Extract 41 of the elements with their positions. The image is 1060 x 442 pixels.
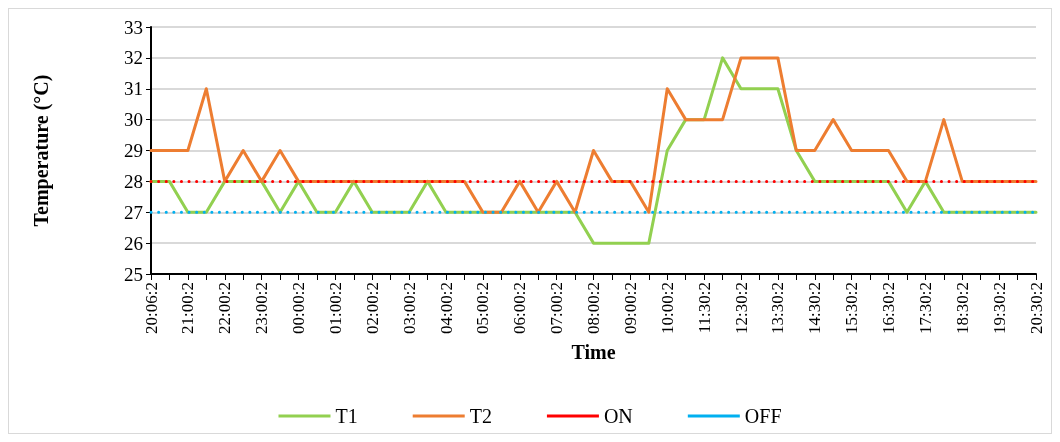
x-tick-label: 13:30:2 (768, 282, 788, 334)
y-tick-label: 28 (124, 170, 143, 192)
y-tick-label: 32 (124, 47, 143, 69)
legend-label: OFF (744, 405, 782, 427)
x-tick-label: 20:06:2 (141, 282, 161, 334)
legend-label: T1 (335, 405, 358, 427)
line-series (149, 56, 1038, 214)
x-tick-label: 23:00:2 (252, 282, 272, 334)
x-tick-label: 11:30:2 (694, 282, 714, 334)
x-tick-label: 22:00:2 (215, 282, 235, 334)
y-tick-label: 33 (124, 16, 143, 38)
x-tick-label: 12:30:2 (731, 282, 751, 334)
y-tick-label: 29 (124, 140, 143, 161)
x-tick-label: 09:00:2 (620, 282, 640, 334)
y-axis-title: Temperature (°C) (30, 74, 53, 227)
y-tick-label: 30 (124, 109, 143, 131)
x-tick-label: 15:30:2 (842, 282, 862, 334)
x-tick-label: 03:00:2 (399, 282, 419, 334)
x-tick-label: 06:00:2 (510, 282, 530, 334)
x-tick-label: 18:30:2 (952, 282, 972, 334)
x-tick-label: 02:00:2 (362, 282, 382, 334)
x-tick-label: 00:00:2 (289, 282, 308, 334)
y-tick-label: 27 (124, 201, 143, 223)
legend-label: T2 (469, 405, 492, 427)
x-tick-label: 07:00:2 (547, 282, 567, 334)
x-tick-label: 10:00:2 (657, 282, 677, 334)
y-tick-label: 26 (124, 232, 143, 254)
x-axis-title: Time (571, 341, 616, 363)
x-tick-label: 01:00:2 (325, 282, 345, 334)
x-tick-label: 05:00:2 (473, 282, 493, 334)
x-tick-label: 19:30:2 (989, 282, 1009, 334)
y-tick-label: 25 (124, 263, 143, 285)
x-tick-label: 14:30:2 (805, 282, 825, 334)
x-tick-label: 04:00:2 (436, 282, 456, 334)
x-tick-label: 16:30:2 (879, 282, 898, 334)
legend-label: ON (603, 405, 633, 427)
y-tick-label: 31 (124, 78, 143, 100)
x-tick-label: 08:00:2 (584, 282, 603, 334)
x-tick-label: 17:30:2 (915, 282, 935, 334)
x-tick-label: 21:00:2 (178, 282, 198, 334)
x-tick-label: 20:30:2 (1026, 282, 1046, 334)
